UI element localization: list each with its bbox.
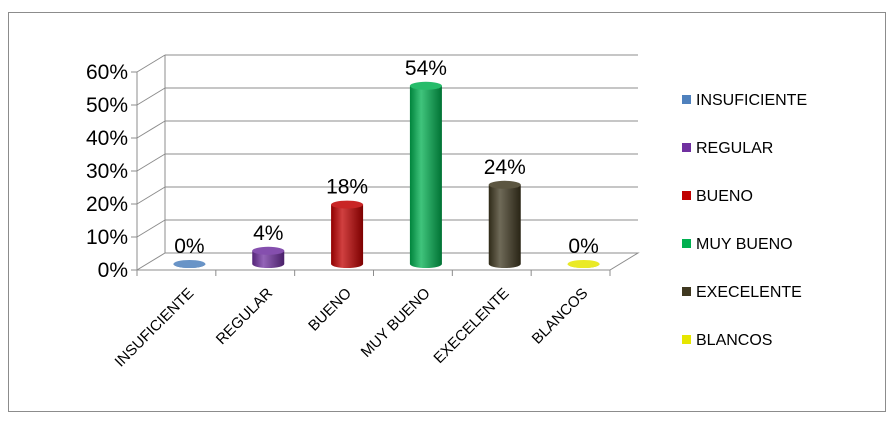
legend-swatch — [682, 95, 691, 104]
bar-top — [488, 180, 521, 189]
gridline-side — [136, 153, 166, 172]
y-tick-label: 50% — [86, 94, 128, 117]
y-tick-label: 60% — [86, 61, 128, 84]
gridline-side — [136, 219, 166, 238]
gridline-side — [136, 120, 166, 139]
y-tick-label: 40% — [86, 127, 128, 150]
bar — [409, 85, 442, 268]
data-label: 18% — [326, 176, 368, 199]
bar-top — [567, 260, 600, 268]
x-tick-label: MUY BUENO — [358, 285, 434, 361]
y-tick-label: 0% — [98, 259, 128, 282]
chart-floor — [135, 252, 640, 271]
data-label: 4% — [253, 222, 283, 245]
y-tick-label: 20% — [86, 193, 128, 216]
legend-swatch — [682, 287, 691, 296]
bar-top — [409, 81, 442, 90]
legend-swatch — [682, 239, 691, 248]
x-tick-label: BLANCOS — [529, 285, 592, 348]
gridline-side — [136, 54, 166, 73]
legend-label: REGULAR — [696, 140, 773, 157]
data-label: 0% — [174, 235, 204, 258]
legend-label: EXECELENTE — [696, 284, 802, 301]
bar-top — [252, 246, 285, 255]
data-label: 0% — [568, 235, 598, 258]
bar-top — [331, 200, 364, 209]
legend-swatch — [682, 335, 691, 344]
y-tick-label: 10% — [86, 226, 128, 249]
x-tick-label: EXECELENTE — [430, 285, 512, 367]
legend-label: BLANCOS — [696, 332, 772, 349]
bar-top — [173, 260, 206, 268]
legend-label: MUY BUENO — [696, 236, 793, 253]
bar — [252, 250, 285, 268]
y-tick-label: 30% — [86, 160, 128, 183]
x-tick-label: BUENO — [305, 285, 355, 335]
gridline-side — [136, 87, 166, 106]
bar — [488, 184, 521, 268]
bar — [331, 204, 364, 268]
x-tick-label: REGULAR — [213, 285, 276, 348]
legend-label: BUENO — [696, 188, 753, 205]
chart-frame — [8, 12, 886, 412]
x-tick-label: INSUFICIENTE — [112, 285, 198, 371]
legend-swatch — [682, 143, 691, 152]
legend-label: INSUFICIENTE — [696, 92, 807, 109]
gridline-side — [136, 186, 166, 205]
legend-swatch — [682, 191, 691, 200]
data-label: 24% — [484, 156, 526, 179]
data-label: 54% — [405, 57, 447, 80]
